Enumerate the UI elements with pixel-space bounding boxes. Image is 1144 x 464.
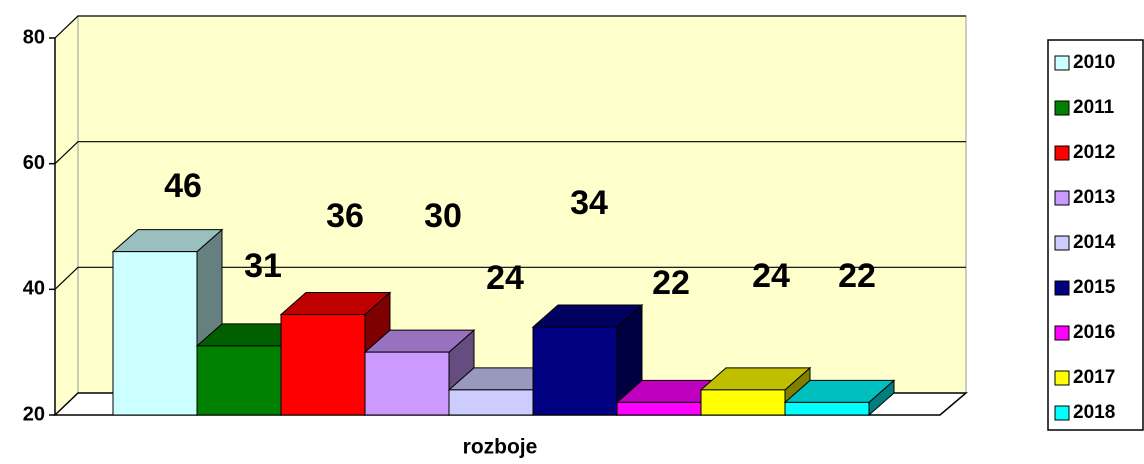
bar-top-shade xyxy=(701,367,810,390)
grid-line xyxy=(54,15,966,39)
bar-top-shade xyxy=(617,380,726,403)
legend-swatch xyxy=(1054,405,1070,421)
side-wall xyxy=(54,14,79,417)
bar-front xyxy=(364,351,450,416)
legend-label: 2016 xyxy=(1073,322,1115,343)
legend-label: 2014 xyxy=(1073,232,1116,253)
value-label: 22 xyxy=(652,264,690,302)
value-label: 46 xyxy=(164,167,202,205)
bar-side-shade xyxy=(869,380,894,415)
bar-top-shade xyxy=(197,323,306,346)
legend-swatch xyxy=(1054,280,1070,296)
y-tick-label: 20 xyxy=(23,403,45,425)
value-label: 22 xyxy=(838,257,876,295)
y-tick-label: 80 xyxy=(23,26,45,48)
bar-top-shade xyxy=(449,367,558,390)
legend-label: 2010 xyxy=(1073,52,1115,73)
bar-front xyxy=(280,313,366,416)
bar-front xyxy=(700,389,786,416)
legend-swatch xyxy=(1054,235,1070,251)
legend-label: 2012 xyxy=(1073,142,1115,163)
legend-swatch xyxy=(1054,370,1070,386)
grid-line xyxy=(54,266,966,290)
value-label: 34 xyxy=(570,184,608,222)
bar-top-shade xyxy=(365,330,474,353)
value-label: 24 xyxy=(486,259,524,297)
legend-swatch xyxy=(1054,190,1070,206)
y-tick-label: 60 xyxy=(23,152,45,174)
legend-swatch xyxy=(1054,55,1070,71)
value-label: 31 xyxy=(244,247,282,285)
value-label: 36 xyxy=(326,197,364,235)
bar-front xyxy=(112,251,198,416)
bar-front xyxy=(196,345,282,416)
bar-front xyxy=(616,401,702,416)
value-label: 30 xyxy=(424,197,462,235)
x-category-label: rozboje xyxy=(463,436,538,459)
legend-swatch xyxy=(1054,100,1070,116)
legend-label: 2018 xyxy=(1073,402,1115,423)
grid-line xyxy=(54,141,966,165)
legend-swatch xyxy=(1054,145,1070,161)
legend-label: 2017 xyxy=(1073,367,1115,388)
bar-top-shade xyxy=(785,380,894,403)
bar-front xyxy=(448,389,534,416)
legend-swatch xyxy=(1054,325,1070,341)
bar-top-shade xyxy=(533,305,642,328)
bar-front xyxy=(784,401,870,416)
bar-front xyxy=(532,326,618,416)
bar-top-shade xyxy=(113,229,222,252)
legend-label: 2015 xyxy=(1073,277,1116,298)
value-label: 24 xyxy=(752,257,790,295)
y-tick-label: 40 xyxy=(23,278,45,300)
legend-label: 2013 xyxy=(1073,187,1115,208)
bar-top-shade xyxy=(281,292,390,315)
legend-label: 2011 xyxy=(1073,97,1115,118)
